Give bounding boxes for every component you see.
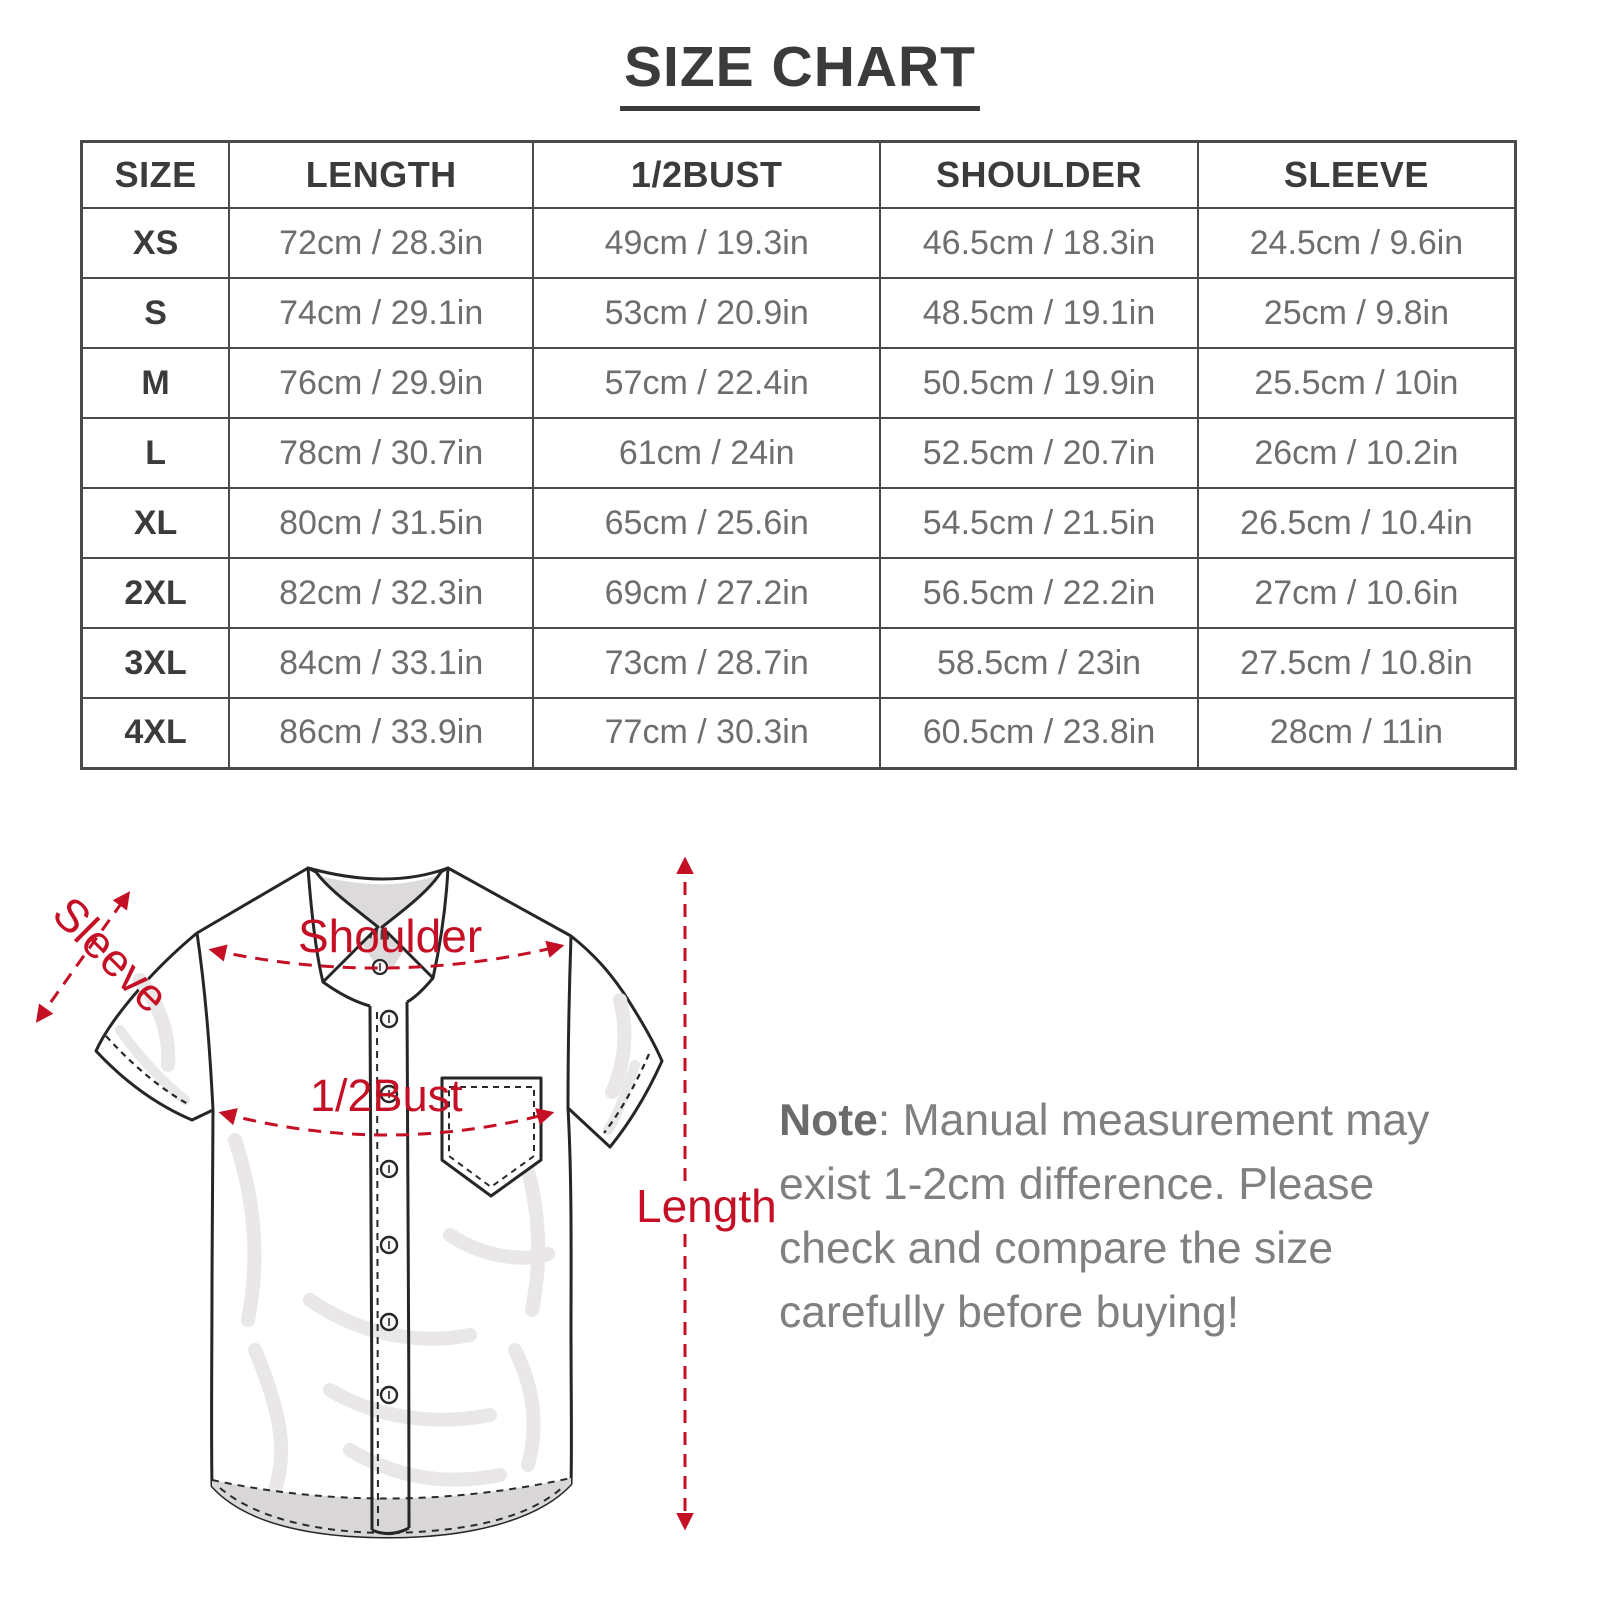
bust-cell: 53cm / 20.9in	[532, 277, 882, 349]
length-cell: 74cm / 29.1in	[228, 277, 535, 349]
size-cell: XS	[80, 207, 231, 279]
shoulder-cell: 46.5cm / 18.3in	[879, 207, 1199, 279]
sleeve-arrow	[35, 891, 131, 1023]
size-cell: S	[80, 277, 231, 349]
shoulder-cell: 58.5cm / 23in	[879, 627, 1199, 699]
sleeve-cell: 24.5cm / 9.6in	[1196, 207, 1517, 279]
bust-cell: 49cm / 19.3in	[532, 207, 882, 279]
page-title: SIZE CHART	[620, 34, 980, 111]
size-row-xs: XS 72cm / 28.3in 49cm / 19.3in 46.5cm / 18.…	[80, 207, 1517, 279]
column-header-length: LENGTH	[228, 140, 535, 209]
shirt-seams	[105, 932, 651, 1134]
size-cell: L	[80, 417, 231, 489]
size-table-body: XS 72cm / 28.3in 49cm / 19.3in 46.5cm / 18.…	[80, 207, 1517, 769]
note-body: : Manual measurement may exist 1-2cm dif…	[779, 1095, 1430, 1337]
size-cell: M	[80, 347, 231, 419]
sleeve-label: Sleeve	[43, 886, 179, 1022]
bust-label: 1/2Bust	[310, 1070, 463, 1121]
column-header-sleeve: SLEEVE	[1196, 140, 1517, 209]
size-chart-table: SIZE LENGTH 1/2BUST SHOULDER SLEEVE XS 72cm /…	[80, 140, 1517, 770]
length-cell: 78cm / 30.7in	[228, 417, 535, 489]
shoulder-cell: 60.5cm / 23.8in	[879, 697, 1199, 769]
bust-cell: 61cm / 24in	[532, 417, 882, 489]
size-row-m: M 76cm / 29.9in 57cm / 22.4in 50.5cm / 19.9…	[80, 347, 1517, 419]
column-header-size: SIZE	[80, 140, 231, 209]
sleeve-cell: 27.5cm / 10.8in	[1196, 627, 1517, 699]
size-table-header-row: SIZE LENGTH 1/2BUST SHOULDER SLEEVE	[80, 140, 1517, 209]
size-row-xl: XL 80cm / 31.5in 65cm / 25.6in 54.5cm / 21.…	[80, 487, 1517, 559]
sleeve-cell: 26.5cm / 10.4in	[1196, 487, 1517, 559]
column-header-shoulder: SHOULDER	[879, 140, 1199, 209]
sleeve-cell: 27cm / 10.6in	[1196, 557, 1517, 629]
length-cell: 86cm / 33.9in	[228, 697, 535, 769]
length-cell: 76cm / 29.9in	[228, 347, 535, 419]
length-label: Length	[636, 1180, 777, 1232]
shoulder-cell: 54.5cm / 21.5in	[879, 487, 1199, 559]
shoulder-label: Shoulder	[298, 910, 482, 962]
size-row-2xl: 2XL 82cm / 32.3in 69cm / 27.2in 56.5cm / 22…	[80, 557, 1517, 629]
shoulder-arrow	[208, 940, 565, 970]
sleeve-cell: 28cm / 11in	[1196, 697, 1517, 769]
bust-cell: 73cm / 28.7in	[532, 627, 882, 699]
size-row-3xl: 3XL 84cm / 33.1in 73cm / 28.7in 58.5cm / 23…	[80, 627, 1517, 699]
size-row-4xl: 4XL 86cm / 33.9in 77cm / 30.3in 60.5cm / 23…	[80, 697, 1517, 769]
shoulder-cell: 50.5cm / 19.9in	[879, 347, 1199, 419]
bust-arrow	[218, 1108, 555, 1137]
page-title-wrap: SIZE CHART	[0, 34, 1600, 111]
bust-cell: 77cm / 30.3in	[532, 697, 882, 769]
length-cell: 80cm / 31.5in	[228, 487, 535, 559]
length-cell: 72cm / 28.3in	[228, 207, 535, 279]
size-row-s: S 74cm / 29.1in 53cm / 20.9in 48.5cm / 19.1…	[80, 277, 1517, 349]
size-row-l: L 78cm / 30.7in 61cm / 24in 52.5cm / 20.7in…	[80, 417, 1517, 489]
size-cell: 2XL	[80, 557, 231, 629]
shoulder-cell: 52.5cm / 20.7in	[879, 417, 1199, 489]
size-cell: 3XL	[80, 627, 231, 699]
length-cell: 82cm / 32.3in	[228, 557, 535, 629]
shoulder-cell: 56.5cm / 22.2in	[879, 557, 1199, 629]
length-cell: 84cm / 33.1in	[228, 627, 535, 699]
bust-cell: 65cm / 25.6in	[532, 487, 882, 559]
size-cell: XL	[80, 487, 231, 559]
shirt-hem	[211, 1477, 572, 1537]
shirt-diagram: Sleeve Shoulder 1/2Bust Length	[35, 856, 777, 1539]
sleeve-cell: 26cm / 10.2in	[1196, 417, 1517, 489]
size-cell: 4XL	[80, 697, 231, 769]
note-label: Note	[779, 1095, 878, 1145]
wrinkle-shading	[115, 973, 640, 1497]
chest-pocket	[440, 1076, 543, 1198]
bust-cell: 69cm / 27.2in	[532, 557, 882, 629]
column-header-1-2bust: 1/2BUST	[532, 140, 882, 209]
sleeve-cell: 25.5cm / 10in	[1196, 347, 1517, 419]
sleeve-cell: 25cm / 9.8in	[1196, 277, 1517, 349]
bust-cell: 57cm / 22.4in	[532, 347, 882, 419]
button-placket	[322, 977, 435, 1535]
shoulder-cell: 48.5cm / 19.1in	[879, 277, 1199, 349]
shirt-buttons	[379, 1009, 399, 1405]
measurement-note: Note: Manual measurement may exist 1-2cm…	[779, 1089, 1485, 1345]
